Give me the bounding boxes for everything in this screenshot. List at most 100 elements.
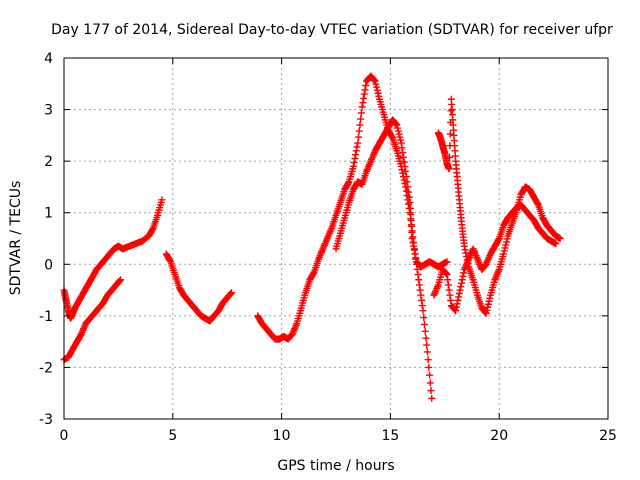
x-tick-label: 5 bbox=[168, 428, 177, 444]
data-point bbox=[392, 120, 400, 128]
y-tick-label: 4 bbox=[44, 51, 53, 67]
data-point bbox=[447, 107, 455, 115]
data-point bbox=[452, 307, 460, 315]
data-point bbox=[459, 272, 467, 280]
data-point bbox=[455, 290, 463, 298]
x-tick-label: 0 bbox=[60, 428, 69, 444]
x-tick-label: 25 bbox=[599, 428, 617, 444]
axis-ticks: 0 5 10 15 20 25 -3 -2 -1 0 1 2 3 4 bbox=[39, 51, 617, 444]
y-tick-label: 2 bbox=[44, 154, 53, 170]
y-tick-label: -3 bbox=[39, 412, 53, 428]
data-point bbox=[556, 235, 564, 242]
data-point bbox=[456, 286, 464, 294]
data-point bbox=[457, 283, 465, 291]
data-point bbox=[361, 86, 369, 94]
data-point bbox=[388, 133, 396, 141]
x-tick-label: 15 bbox=[381, 428, 399, 444]
data-point bbox=[397, 139, 405, 147]
data-point bbox=[415, 281, 423, 289]
data-point bbox=[409, 238, 417, 246]
plot-area-frame bbox=[63, 57, 609, 420]
data-point bbox=[405, 193, 413, 201]
data-point bbox=[166, 256, 174, 264]
data-point bbox=[399, 149, 407, 157]
data-point bbox=[454, 296, 462, 304]
data-point bbox=[494, 236, 502, 244]
x-tick-label: 20 bbox=[490, 428, 508, 444]
data-point bbox=[534, 200, 542, 208]
data-point bbox=[444, 276, 452, 284]
x-tick-label: 10 bbox=[273, 428, 291, 444]
data-point bbox=[424, 356, 432, 364]
data-point bbox=[310, 269, 318, 277]
data-point bbox=[423, 341, 431, 349]
data-point bbox=[415, 276, 423, 284]
data-point bbox=[443, 271, 451, 279]
data-point bbox=[357, 115, 365, 123]
data-point bbox=[422, 334, 430, 342]
data-point bbox=[462, 249, 470, 257]
data-point bbox=[414, 271, 422, 279]
data-point bbox=[357, 109, 365, 117]
data-point bbox=[445, 286, 453, 294]
data-point bbox=[401, 163, 409, 171]
data-point bbox=[408, 228, 416, 236]
data-point bbox=[403, 178, 411, 186]
data-point bbox=[158, 196, 166, 204]
data-point bbox=[408, 235, 416, 242]
data-point bbox=[552, 240, 560, 248]
data-point bbox=[407, 216, 415, 224]
y-tick-label: 1 bbox=[44, 206, 53, 222]
data-point bbox=[460, 242, 468, 250]
data-point bbox=[421, 327, 429, 335]
data-point bbox=[425, 363, 433, 371]
data-point bbox=[352, 151, 360, 159]
data-point bbox=[405, 188, 413, 196]
y-axis-label: SDTVAR / TECUs bbox=[8, 181, 24, 296]
data-point bbox=[461, 246, 469, 254]
data-point bbox=[412, 254, 420, 262]
data-point bbox=[420, 320, 428, 328]
data-point bbox=[428, 394, 436, 402]
data-point bbox=[427, 387, 435, 395]
data-point bbox=[360, 90, 368, 98]
data-point bbox=[446, 130, 454, 138]
data-point bbox=[410, 246, 418, 254]
chart-title: Day 177 of 2014, Sidereal Day-to-day VTE… bbox=[51, 22, 613, 38]
x-axis-label: GPS time / hours bbox=[277, 458, 394, 474]
data-point bbox=[404, 183, 412, 191]
data-point bbox=[362, 82, 370, 90]
y-tick-label: 3 bbox=[44, 103, 53, 119]
data-point bbox=[444, 281, 452, 289]
data-point bbox=[400, 158, 408, 166]
data-point bbox=[407, 222, 415, 230]
data-point bbox=[352, 147, 360, 155]
data-point bbox=[419, 307, 427, 315]
data-point bbox=[420, 314, 428, 322]
data-point bbox=[407, 210, 415, 218]
data-point bbox=[349, 162, 357, 170]
data-point bbox=[354, 133, 362, 141]
data-point bbox=[117, 276, 125, 284]
data-point bbox=[417, 291, 425, 299]
y-tick-label: 0 bbox=[44, 257, 53, 273]
data-point bbox=[354, 139, 362, 147]
data-point bbox=[426, 371, 434, 379]
data-point bbox=[455, 293, 463, 301]
data-point bbox=[452, 303, 460, 311]
data-point bbox=[460, 269, 468, 277]
data-point bbox=[442, 270, 450, 278]
data-point bbox=[370, 76, 378, 84]
data-point bbox=[416, 286, 424, 294]
data-point bbox=[350, 158, 358, 166]
data-point bbox=[423, 348, 431, 356]
data-point bbox=[351, 155, 359, 163]
data-point bbox=[446, 153, 454, 161]
data-point bbox=[116, 277, 124, 285]
data-point bbox=[344, 179, 352, 187]
data-point bbox=[458, 276, 466, 284]
data-point bbox=[359, 99, 367, 107]
data-point bbox=[411, 250, 419, 258]
